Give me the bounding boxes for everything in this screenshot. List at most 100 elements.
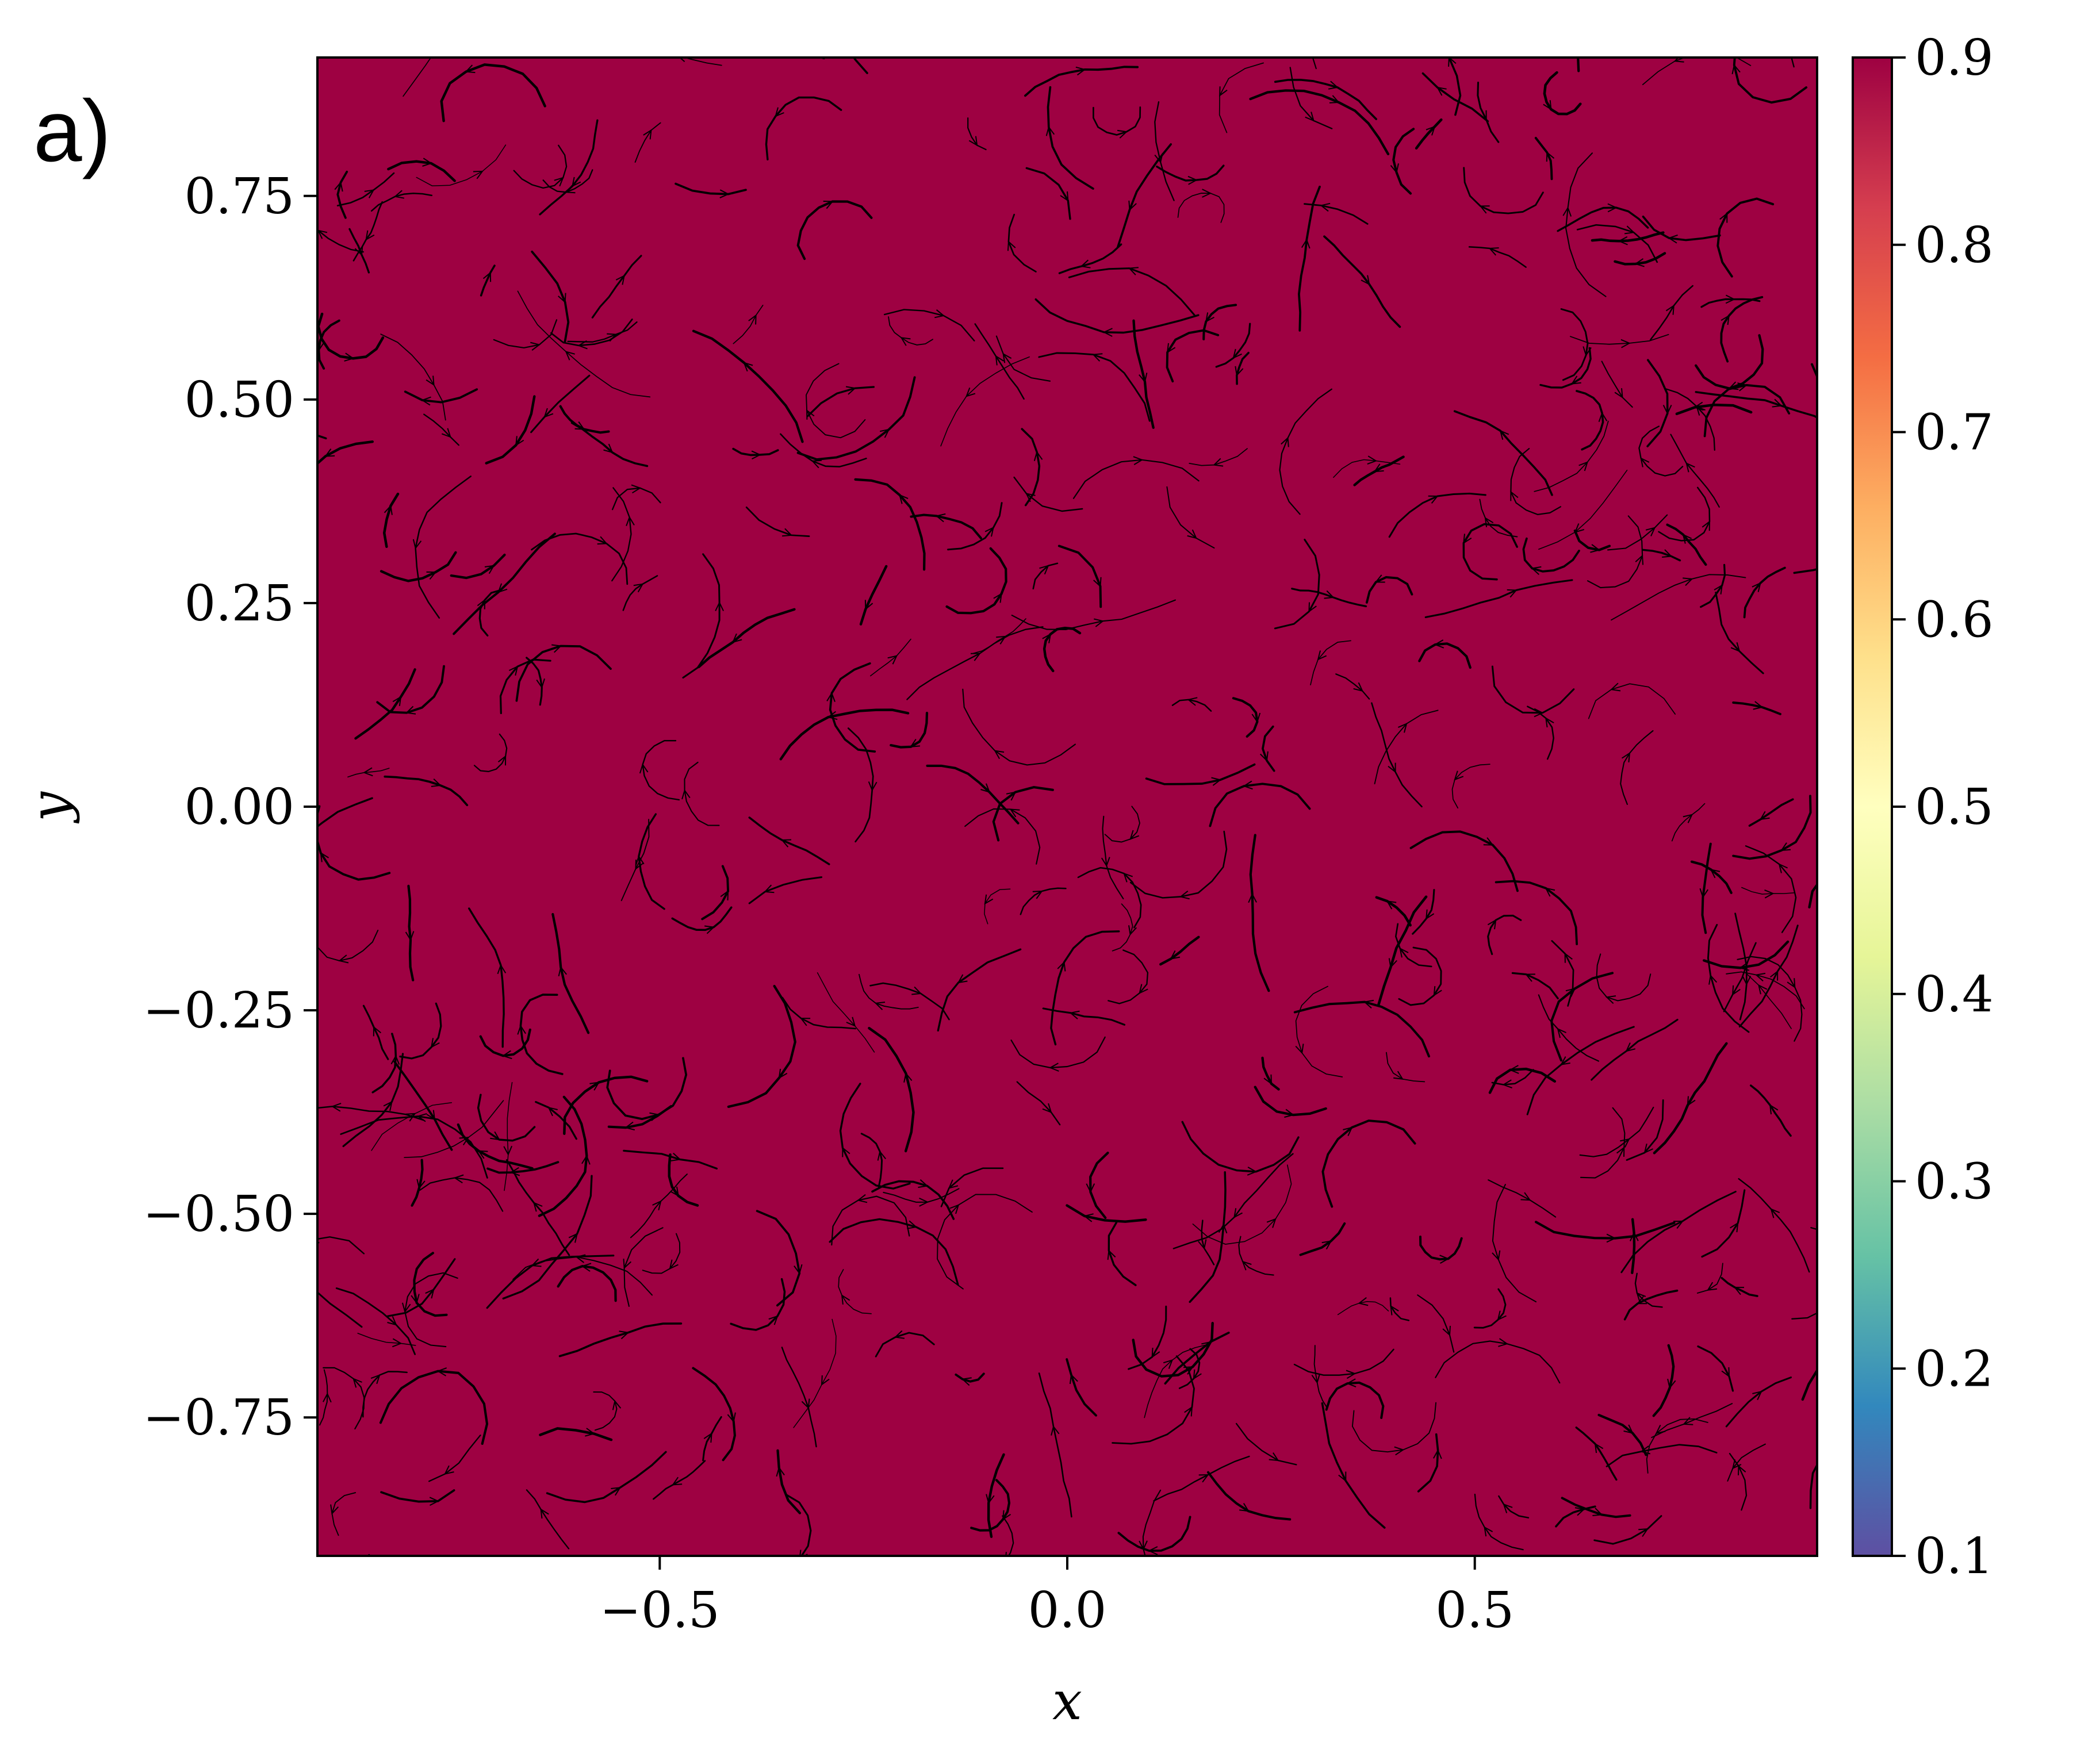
streamline-arrow [422, 158, 432, 167]
streamline [1365, 576, 1413, 604]
streamline [485, 395, 536, 465]
streamline [732, 447, 779, 457]
streamline-arrow [581, 1155, 591, 1165]
streamline [611, 487, 661, 511]
streamline [1337, 1301, 1389, 1316]
x-tick-label: 0.5 [1435, 1582, 1514, 1639]
streamline-arrow [1731, 63, 1741, 75]
streamline-arrow [631, 484, 642, 494]
streamline-arrow [821, 1375, 830, 1386]
streamline-arrow [1507, 589, 1518, 598]
streamline-arrow [823, 201, 834, 209]
streamline [1538, 470, 1628, 550]
streamline-arrow [980, 783, 991, 793]
streamline [1491, 1069, 1534, 1086]
streamline [1738, 1178, 1810, 1273]
streamline [1386, 1052, 1426, 1083]
streamline [1701, 1189, 1746, 1258]
streamline [955, 1372, 985, 1383]
streamline-arrow [1129, 830, 1140, 840]
streamline [1117, 143, 1172, 248]
streamline [1543, 71, 1582, 116]
streamline [551, 912, 590, 1034]
streamline [1551, 940, 1574, 1007]
streamline-arrow [1683, 577, 1693, 586]
streamline-arrow [607, 333, 618, 342]
streamline-arrow [441, 428, 451, 438]
streamline [883, 309, 975, 342]
streamline-arrow [1075, 66, 1086, 76]
streamline [1172, 1153, 1294, 1249]
streamline [317, 312, 385, 360]
streamline [776, 1449, 802, 1514]
streamline [1297, 185, 1321, 332]
streamline-arrow [444, 1465, 454, 1475]
streamline-arrow [1363, 999, 1374, 1009]
streamline-arrow [1439, 1255, 1450, 1264]
streamline-arrow [1060, 191, 1069, 202]
streamline-arrow [1128, 200, 1137, 211]
streamline [987, 1453, 1005, 1538]
streamline-arrow [1343, 1126, 1353, 1136]
streamline-arrow [1546, 151, 1555, 162]
streamline-arrow [1499, 430, 1509, 440]
streamline [910, 513, 982, 539]
streamline-arrow [1621, 752, 1631, 762]
streamline-arrow [1139, 373, 1148, 384]
streamline [531, 250, 570, 343]
streamline-arrow [1128, 925, 1137, 936]
streamline [1732, 795, 1812, 860]
scalar-field [317, 57, 1817, 1556]
streamline-arrow [1820, 1357, 1829, 1367]
streamline-arrow [1625, 1042, 1636, 1052]
streamline [515, 645, 612, 702]
streamline-arrow [1133, 456, 1144, 465]
streamline-arrow [585, 1428, 596, 1437]
streamline [415, 475, 472, 619]
streamline [404, 1100, 504, 1159]
streamline-arrow [1235, 366, 1244, 377]
streamline [1435, 1340, 1561, 1384]
streamline [1218, 62, 1264, 133]
streamline [1726, 971, 1805, 1010]
streamline-arrow [1483, 837, 1494, 846]
streamline [1034, 298, 1200, 334]
streamline [839, 1083, 911, 1190]
streamline-arrow [1614, 388, 1623, 399]
streamline [1565, 152, 1607, 297]
streamline-arrow [1682, 534, 1692, 544]
streamline [1145, 763, 1256, 785]
streamline [1333, 459, 1401, 478]
streamline-arrow [1683, 814, 1693, 823]
streamline [1468, 246, 1527, 268]
streamline [513, 144, 568, 189]
streamline [1038, 1372, 1072, 1518]
streamline [1576, 390, 1604, 451]
streamline [607, 1105, 672, 1129]
streamline [1013, 476, 1083, 512]
streamline-arrow [1509, 1065, 1519, 1074]
streamline-arrow [1699, 888, 1709, 899]
streamline [692, 1367, 736, 1462]
streamline [1646, 1418, 1708, 1474]
streamline [1591, 231, 1665, 243]
streamline-arrow [778, 1068, 788, 1079]
streamline-arrow [1687, 1096, 1696, 1107]
streamline [538, 1095, 588, 1217]
streamline-arrow [1213, 458, 1224, 467]
streamline-arrow [543, 408, 554, 418]
streamline-arrow [1594, 1443, 1604, 1454]
streamline-arrow [429, 1497, 439, 1506]
streamline-arrow [1057, 961, 1066, 972]
streamline-arrow [392, 1338, 403, 1348]
streamline [539, 119, 599, 216]
streamline [668, 1153, 699, 1207]
streamline [1729, 1452, 1748, 1511]
streamline-arrow [1730, 1222, 1739, 1233]
streamline [765, 96, 842, 160]
streamline [1353, 455, 1405, 486]
streamline-arrow [1833, 1429, 1841, 1439]
streamline [1665, 388, 1715, 451]
streamline [570, 421, 649, 467]
streamline [480, 264, 496, 297]
